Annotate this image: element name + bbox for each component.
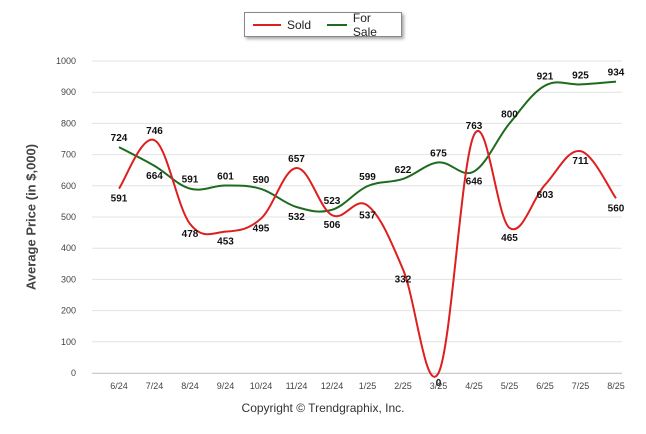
x-tick-label: 2/25 [394,381,412,391]
x-tick-label: 6/25 [536,381,554,391]
x-tick-label: 5/25 [501,381,519,391]
data-label-sold: 746 [146,126,163,137]
data-label-sold: 453 [217,237,234,248]
x-tick-label: 4/25 [465,381,483,391]
x-tick-labels: 6/24 7/24 8/24 9/24 10/24 11/24 12/24 1/25 2/25 3… [110,381,625,391]
legend-item-for-sale[interactable]: For Sale [327,11,385,39]
x-tick-label: 1/25 [359,381,377,391]
data-label-for-sale: 601 [217,171,234,182]
y-tick-label: 800 [61,118,76,128]
x-tick-label: 10/24 [250,381,273,391]
data-label-for-sale: 532 [288,212,305,223]
data-label-for-sale: 622 [395,165,412,176]
y-tick-label: 500 [61,212,76,222]
data-label-for-sale: 921 [537,72,554,83]
y-tick-label: 300 [61,274,76,284]
data-label-sold: 657 [288,154,305,165]
y-tick-label: 1000 [56,56,76,66]
x-tick-label: 8/24 [181,381,199,391]
x-tick-label: 3/25 [430,381,448,391]
data-label-sold: 0 [436,378,442,389]
data-label-sold: 495 [253,224,270,235]
data-label-for-sale: 599 [359,172,376,183]
series-line-sold [118,130,617,378]
data-label-sold: 763 [466,121,483,132]
legend: Sold For Sale [244,11,402,39]
y-tick-label: 900 [61,87,76,97]
data-label-sold: 560 [608,203,625,214]
x-tick-label: 12/24 [321,381,344,391]
data-label-sold: 603 [537,190,554,201]
data-label-sold: 332 [395,274,412,285]
series-lines [118,80,617,378]
y-tick-label: 400 [61,243,76,253]
data-label-for-sale: 591 [182,175,199,186]
legend-item-sold[interactable]: Sold [253,18,311,32]
y-tick-labels: 0 100 200 300 400 500 600 700 800 900 1000 [56,56,76,378]
x-tick-label: 9/24 [217,381,235,391]
legend-label-sold: Sold [287,17,312,32]
y-tick-label: 700 [61,150,76,160]
series-line-for-sale [118,80,617,213]
x-tick-label: 7/24 [146,381,164,391]
data-label-sold: 537 [359,210,376,221]
grid-lines [92,60,622,374]
y-axis-label: Average Price (in $,000) [23,143,39,291]
x-tick-label: 8/25 [607,381,625,391]
legend-swatch-sold [253,23,281,26]
data-label-sold: 506 [324,220,341,231]
data-labels: 591 746 478 453 495 657 506 537 332 0 763 465 603 711… [111,68,625,389]
data-label-sold: 591 [111,194,128,205]
data-label-sold: 478 [182,229,199,240]
y-tick-label: 100 [61,337,76,347]
x-tick-label: 7/25 [572,381,590,391]
data-label-for-sale: 664 [146,171,163,182]
data-label-for-sale: 590 [253,175,270,186]
legend-label-for-sale: For Sale [352,10,377,39]
data-label-for-sale: 934 [608,68,625,79]
data-label-sold: 711 [572,156,589,167]
data-label-for-sale: 925 [572,70,589,81]
data-label-sold: 465 [501,233,518,244]
data-label-for-sale: 800 [501,109,518,120]
legend-swatch-for-sale [327,23,347,26]
x-tick-label: 6/24 [110,381,128,391]
data-label-for-sale: 646 [466,176,483,187]
data-label-for-sale: 675 [430,148,447,159]
copyright-footer: Copyright © Trendgraphix, Inc. [241,401,405,415]
data-label-for-sale: 523 [324,196,341,207]
x-tick-label: 11/24 [286,381,308,391]
data-label-for-sale: 724 [111,133,128,144]
y-tick-label: 0 [71,368,76,378]
y-tick-label: 600 [61,181,76,191]
y-tick-label: 200 [61,306,76,316]
